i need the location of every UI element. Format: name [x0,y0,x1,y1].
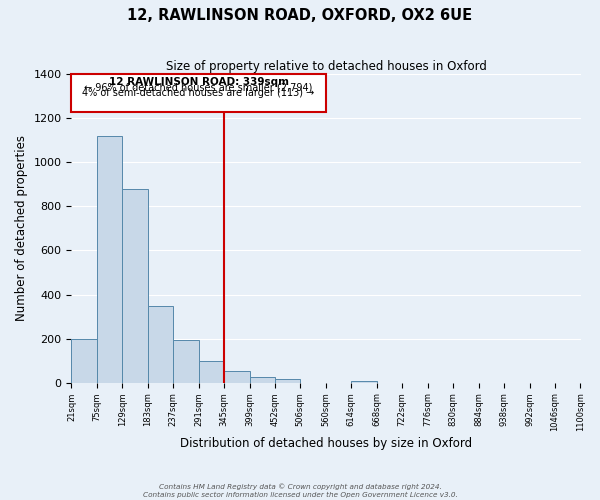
Title: Size of property relative to detached houses in Oxford: Size of property relative to detached ho… [166,60,487,73]
Text: 4% of semi-detached houses are larger (113) →: 4% of semi-detached houses are larger (1… [82,88,314,99]
Bar [71,74,326,112]
Bar [173,340,199,382]
Bar [148,306,173,382]
Bar [71,338,97,382]
Y-axis label: Number of detached properties: Number of detached properties [15,136,28,322]
Bar [224,370,250,382]
X-axis label: Distribution of detached houses by size in Oxford: Distribution of detached houses by size … [180,437,472,450]
Bar [250,377,275,382]
Text: 12, RAWLINSON ROAD, OXFORD, OX2 6UE: 12, RAWLINSON ROAD, OXFORD, OX2 6UE [127,8,473,22]
Bar [351,380,377,382]
Bar [275,380,300,382]
Bar [122,189,148,382]
Text: ← 96% of detached houses are smaller (2,794): ← 96% of detached houses are smaller (2,… [85,83,313,93]
Text: 12 RAWLINSON ROAD: 339sqm: 12 RAWLINSON ROAD: 339sqm [109,77,289,87]
Bar [199,360,224,382]
Bar [97,136,122,382]
Text: Contains HM Land Registry data © Crown copyright and database right 2024.
Contai: Contains HM Land Registry data © Crown c… [143,484,457,498]
